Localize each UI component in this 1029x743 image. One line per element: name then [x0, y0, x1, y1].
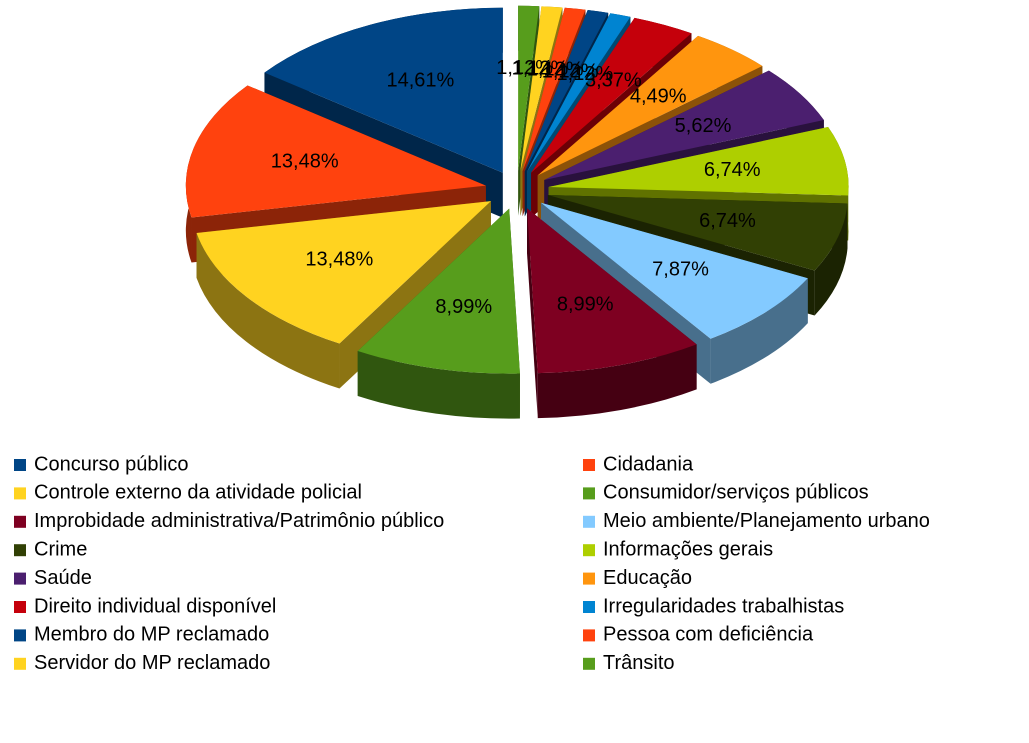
pie-slice [541, 202, 808, 339]
data-label: 6,74% [699, 210, 756, 232]
pie-slice [520, 6, 563, 171]
legend-label: Informações gerais [603, 538, 773, 560]
legend-label: Saúde [34, 567, 92, 589]
legend-swatch [583, 459, 595, 471]
slice-side [196, 233, 340, 389]
legend-swatch [583, 515, 595, 528]
legend-swatch [14, 657, 26, 670]
data-label: 1,12% [512, 57, 569, 79]
legend-label: Improbidade administrativa/Patrimônio pú… [34, 510, 444, 532]
pie-slice [518, 5, 540, 171]
legend-swatch [583, 601, 595, 613]
data-label: 13,48% [271, 151, 339, 173]
pie-slice [264, 7, 503, 173]
pie-slice [547, 195, 848, 271]
slice-side [710, 278, 808, 384]
data-label: 7,87% [652, 259, 709, 281]
pie-slice [527, 208, 697, 374]
slice-labels: 14,61% 13,48% 13,48% 8,99% 8,99% 7,87% 6,74% 6,… [271, 57, 761, 318]
data-label: 14,61% [386, 69, 454, 91]
data-label: 8,99% [557, 294, 614, 316]
legend-swatch [14, 601, 26, 613]
legend-swatch [583, 572, 595, 585]
pie-slice [537, 35, 763, 176]
pie-slice [531, 17, 692, 173]
data-label: 1,12% [542, 60, 599, 82]
legend-label: Cidadania [603, 453, 694, 475]
legend-label: Crime [34, 538, 87, 560]
legend-swatch [14, 515, 26, 528]
data-label: 4,49% [630, 86, 687, 108]
legend-swatch [14, 459, 26, 471]
legend-swatch [583, 629, 595, 642]
pie-slice [196, 201, 491, 344]
legend-swatch [14, 572, 26, 585]
legend-swatch [583, 657, 595, 670]
slice-side [527, 208, 538, 419]
legend-label: Irregularidades trabalhistas [603, 595, 844, 617]
data-label: 8,99% [435, 296, 492, 318]
legend-label: Concurso público [34, 453, 189, 475]
legend-label: Pessoa com deficiência [603, 624, 814, 646]
slice-tops [185, 5, 849, 374]
pie-slice [544, 70, 824, 180]
slice-side [537, 344, 697, 419]
legend-swatch [14, 487, 26, 500]
legend-label: Membro do MP reclamado [34, 624, 269, 646]
legend-label: Educação [603, 567, 692, 589]
data-label: 13,48% [305, 249, 373, 271]
legend-swatch [583, 487, 595, 500]
data-label: 1,12% [527, 59, 584, 81]
legend-swatch [583, 544, 595, 557]
legend-label: Direito individual disponível [34, 595, 276, 617]
legend-label: Servidor do MP reclamado [34, 652, 270, 674]
data-label: 5,62% [675, 115, 732, 137]
legend-label: Trânsito [603, 652, 675, 674]
data-label: 1,12% [496, 57, 553, 79]
pie-slice [522, 7, 586, 172]
legend-swatch [14, 544, 26, 557]
pie-slice [357, 208, 520, 374]
slice-side [814, 203, 848, 316]
legend-label: Meio ambiente/Planejamento urbano [603, 510, 930, 532]
pie-slice [524, 10, 609, 172]
pie-slice [185, 85, 486, 218]
legend-label: Consumidor/serviços públicos [603, 482, 869, 504]
data-label: 6,74% [704, 159, 761, 181]
data-label: 3,37% [585, 69, 642, 91]
legend-swatch [14, 629, 26, 642]
pie-slice [548, 127, 849, 196]
slice-side [357, 351, 520, 419]
pie-slice [526, 13, 631, 172]
legend-label: Controle externo da atividade policial [34, 482, 362, 504]
data-label: 1,12% [557, 63, 614, 85]
